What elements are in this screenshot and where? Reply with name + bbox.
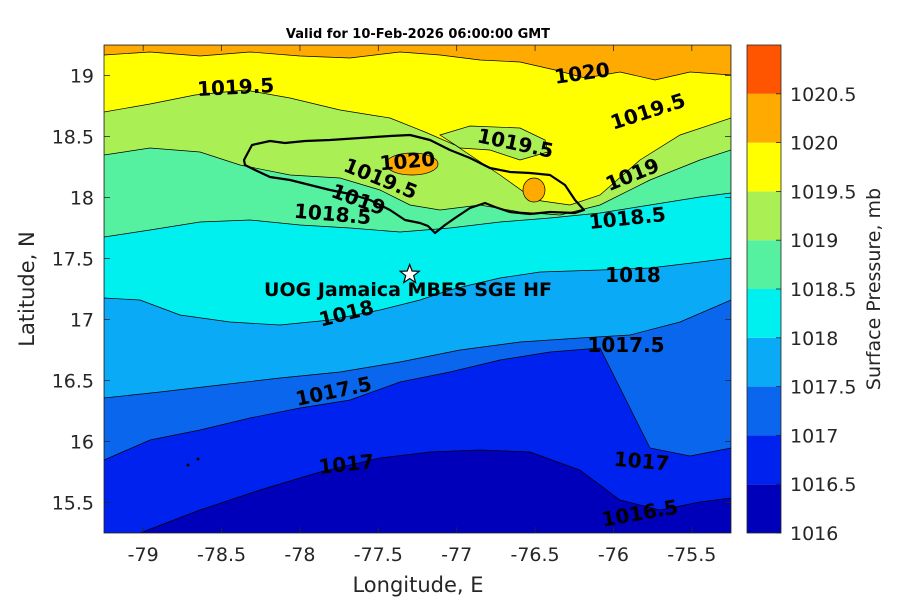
x-tick-label: -78 (284, 544, 315, 566)
colorbar-segment (747, 435, 781, 485)
y-axis-ticks: 19 18.5 18 17.5 17 16.5 16 15.5 (52, 66, 731, 515)
contour-map (104, 45, 731, 533)
contour-label: 1017 (613, 447, 671, 476)
colorbar-segment (747, 45, 781, 94)
x-tick-label: -77.5 (354, 544, 403, 566)
y-tick-label: 17 (70, 310, 94, 332)
colorbar-segment (747, 142, 781, 192)
axes-frame (103, 44, 732, 534)
colorbar-tick-label: 1018 (790, 328, 838, 350)
cay-2 (196, 457, 200, 461)
contour-label: 1018 (605, 263, 661, 287)
contour-label: 1019.5 (196, 73, 274, 101)
colorbar-tick-label: 1019.5 (790, 181, 856, 203)
high-1020-cell-west (385, 152, 439, 176)
contour-label: 1020 (379, 147, 437, 176)
y-tick-label: 18.5 (52, 127, 94, 149)
contour-label: 1017.5 (587, 333, 664, 357)
x-tick-label: -77 (441, 544, 472, 566)
colorbar-tick-label: 1020.5 (790, 84, 856, 106)
colorbar-segment (747, 191, 781, 241)
x-axis-ticks: -79 -78.5 -78 -77.5 -77 -76.5 -76 -75.5 (128, 45, 716, 566)
high-1020-cell-east (522, 177, 546, 203)
y-axis-label: Latitude, N (15, 231, 39, 347)
colorbar-segment (747, 289, 781, 338)
colorbar-segment (747, 386, 781, 436)
colorbar-segment (747, 337, 781, 387)
colorbar-segment (747, 240, 781, 289)
band-1019-inner (439, 125, 549, 161)
y-tick-label: 18 (70, 188, 94, 210)
y-tick-label: 17.5 (52, 249, 94, 271)
colorbar-tick-label: 1018.5 (790, 279, 856, 301)
cay-1 (186, 463, 190, 467)
band-1020-top (104, 45, 731, 81)
colorbar-tick-label: 1020 (790, 133, 838, 155)
jamaica-coastline (242, 133, 586, 235)
y-tick-label: 16.5 (52, 371, 94, 393)
colorbar: 1020.5 1020 1019.5 1019 1018.5 1018 1017.5 1017… (746, 44, 856, 545)
x-tick-label: -75.5 (667, 544, 716, 566)
colorbar-tick-label: 1019 (790, 230, 838, 252)
site-label: UOG Jamaica MBES SGE HF (264, 279, 552, 301)
y-tick-label: 19 (70, 66, 94, 88)
y-tick-label: 16 (70, 432, 94, 454)
colorbar-segment (747, 484, 781, 533)
colorbar-tick-label: 1016.5 (790, 474, 856, 496)
figure-title: Valid for 10-Feb-2026 06:00:00 GMT (286, 27, 550, 42)
star-icon (398, 262, 421, 284)
contour-label: 1017 (317, 449, 375, 479)
colorbar-tick-label: 1016 (790, 523, 838, 545)
colorbar-label: Surface Pressure, mb (863, 188, 885, 390)
colorbar-tick-label: 1017 (790, 425, 838, 447)
x-tick-label: -79 (128, 544, 159, 566)
x-axis-label: Longitude, E (352, 573, 483, 597)
y-tick-label: 15.5 (52, 493, 94, 515)
x-tick-label: -78.5 (197, 544, 246, 566)
x-tick-label: -76.5 (510, 544, 559, 566)
band-1016 (139, 449, 731, 533)
colorbar-segment (747, 93, 781, 143)
x-tick-label: -76 (598, 544, 629, 566)
colorbar-tick-label: 1017.5 (790, 377, 856, 399)
